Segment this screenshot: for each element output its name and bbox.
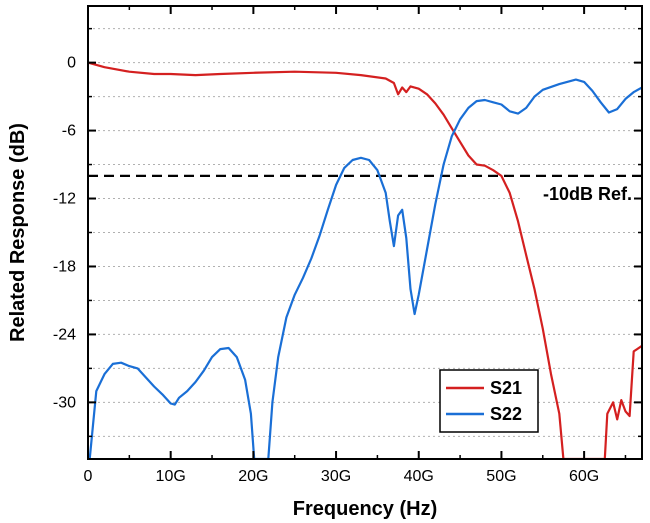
series-line-s21: [88, 61, 642, 459]
series-group: [88, 61, 642, 459]
y-axis-title: Related Response (dB): [7, 123, 29, 342]
reference-label: -10dB Ref.: [543, 184, 632, 204]
legend-label-s21: S21: [490, 378, 522, 398]
reference-line-group: -10dB Ref.: [88, 174, 642, 206]
y-tick-label: -12: [53, 191, 76, 208]
x-tick-label: 10G: [156, 468, 186, 485]
y-tick-label: -18: [53, 258, 76, 275]
series-line-s22: [88, 78, 642, 459]
grid-lines: [88, 28, 642, 437]
x-tick-label: 40G: [404, 468, 434, 485]
y-tick-label: -6: [62, 123, 76, 140]
x-tick-label: 0: [84, 468, 93, 485]
x-tick-label: 30G: [321, 468, 351, 485]
x-axis-title: Frequency (Hz): [293, 498, 437, 520]
axis-ticks: 0 10G 20G 30G 40G 50G 60G 0 -6 -12 -18 -24 -30: [53, 6, 642, 485]
legend-box: [439, 369, 539, 433]
legend: S21 S22: [439, 369, 539, 433]
legend-label-s22: S22: [490, 404, 522, 424]
x-tick-label: 20G: [238, 468, 268, 485]
reference-label-background: [520, 181, 636, 206]
y-tick-label: 0: [67, 55, 76, 72]
x-tick-label: 50G: [486, 468, 516, 485]
y-tick-label: -30: [53, 394, 76, 411]
y-tick-label: -24: [53, 326, 76, 343]
x-tick-label: 60G: [569, 468, 599, 485]
